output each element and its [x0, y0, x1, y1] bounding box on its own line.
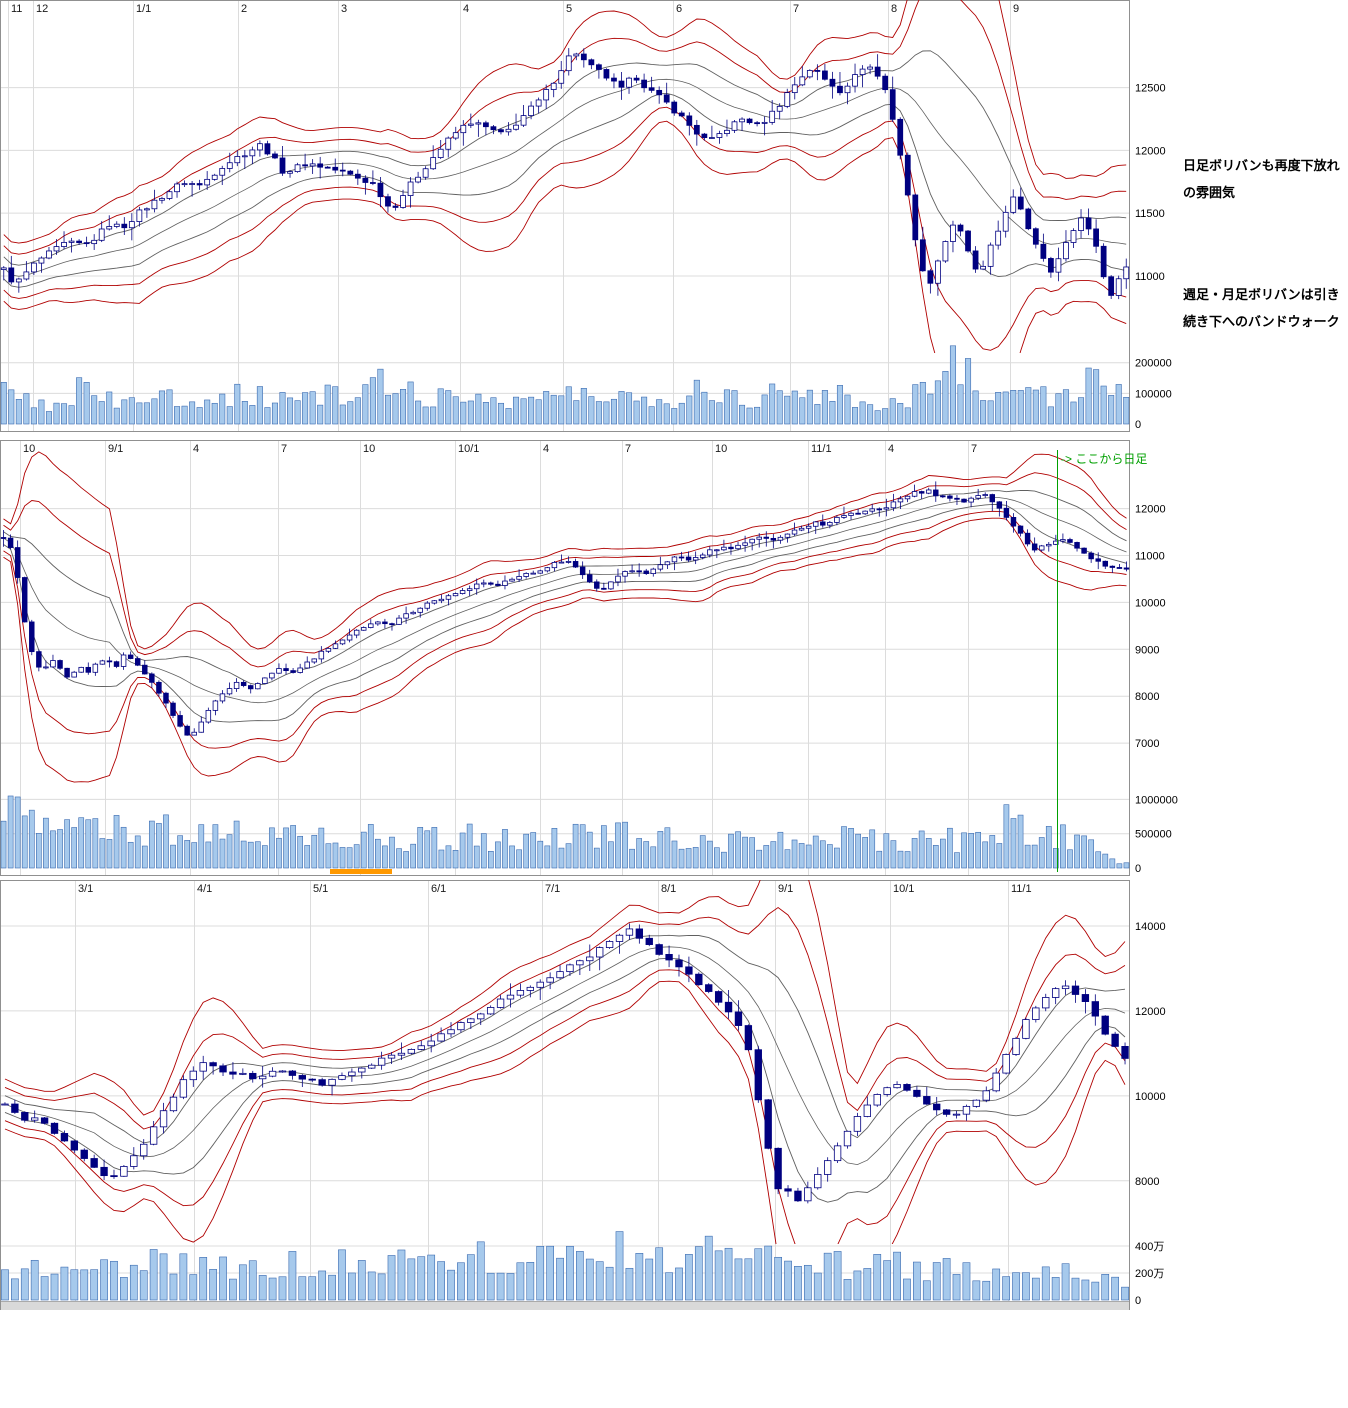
- svg-text:9/1: 9/1: [108, 443, 123, 455]
- svg-text:0: 0: [1135, 1295, 1141, 1307]
- svg-text:8000: 8000: [1135, 691, 1159, 703]
- svg-text:400万: 400万: [1135, 1241, 1164, 1253]
- svg-text:7/1: 7/1: [545, 883, 560, 895]
- svg-text:100000: 100000: [1135, 388, 1172, 400]
- orange-marker: [330, 869, 392, 874]
- svg-text:11: 11: [11, 3, 22, 15]
- horizontal-scrollbar[interactable]: [1, 1301, 1129, 1310]
- svg-text:4/1: 4/1: [197, 883, 212, 895]
- svg-text:7: 7: [793, 3, 799, 15]
- svg-text:7: 7: [625, 443, 631, 455]
- svg-text:3: 3: [341, 3, 347, 15]
- svg-text:10/1: 10/1: [458, 443, 479, 455]
- daily-commentary-line2: の雰囲気: [1183, 185, 1236, 200]
- svg-text:6/1: 6/1: [431, 883, 446, 895]
- svg-text:2: 2: [241, 3, 247, 15]
- svg-text:8/1: 8/1: [661, 883, 676, 895]
- weekly-monthly-commentary-line1: 週足・月足ボリバンは引き: [1183, 287, 1340, 302]
- monthly-chart-panel: 14000 12000 10000 8000 400万 200万 0 3/1 4/1 5/1 6/1…: [0, 880, 1185, 1310]
- svg-text:12500: 12500: [1135, 83, 1166, 95]
- daily-commentary: 日足ボリバンも再度下放れ の雰囲気: [1183, 152, 1340, 206]
- svg-text:0: 0: [1135, 863, 1141, 875]
- svg-text:4: 4: [463, 3, 469, 15]
- daily-commentary-line1: 日足ボリバンも再度下放れ: [1183, 158, 1340, 173]
- svg-text:0: 0: [1135, 419, 1141, 431]
- weekly-chart-panel: 12000 11000 10000 9000 8000 7000 1000000 500000…: [0, 440, 1185, 876]
- svg-text:10: 10: [363, 443, 375, 455]
- svg-text:12000: 12000: [1135, 1006, 1166, 1018]
- svg-text:9000: 9000: [1135, 644, 1159, 656]
- svg-text:11/1: 11/1: [811, 443, 832, 455]
- svg-text:10000: 10000: [1135, 597, 1166, 609]
- weekly-chart-canvas[interactable]: 12000 11000 10000 9000 8000 7000 1000000 500000…: [0, 440, 1185, 876]
- svg-text:12000: 12000: [1135, 145, 1166, 157]
- daily-chart-panel: 12500 12000 11500 11000 200000 100000 0 11 12 1/1…: [0, 0, 1185, 432]
- svg-text:11500: 11500: [1135, 208, 1165, 220]
- svg-text:6: 6: [676, 3, 682, 15]
- svg-text:10/1: 10/1: [893, 883, 914, 895]
- svg-text:5/1: 5/1: [313, 883, 328, 895]
- svg-text:9: 9: [1013, 3, 1019, 15]
- svg-text:11000: 11000: [1135, 271, 1165, 283]
- svg-text:10000: 10000: [1135, 1091, 1166, 1103]
- svg-text:14000: 14000: [1135, 921, 1166, 933]
- svg-text:3/1: 3/1: [78, 883, 93, 895]
- svg-text:11000: 11000: [1135, 551, 1165, 563]
- from-here-daily-label: -> ここから日足: [1061, 452, 1148, 466]
- svg-text:4: 4: [193, 443, 199, 455]
- weekly-monthly-commentary: 週足・月足ボリバンは引き 続き下へのバンドウォーク: [1183, 281, 1340, 335]
- svg-text:10: 10: [715, 443, 727, 455]
- svg-text:4: 4: [888, 443, 894, 455]
- svg-text:9/1: 9/1: [778, 883, 793, 895]
- daily-chart-canvas[interactable]: 12500 12000 11500 11000 200000 100000 0 11 12 1/1…: [0, 0, 1185, 432]
- svg-text:500000: 500000: [1135, 829, 1172, 841]
- svg-text:8000: 8000: [1135, 1176, 1159, 1188]
- svg-text:5: 5: [566, 3, 572, 15]
- weekly-monthly-commentary-line2: 続き下へのバンドウォーク: [1183, 314, 1340, 329]
- svg-text:8: 8: [891, 3, 897, 15]
- svg-text:7: 7: [281, 443, 287, 455]
- svg-text:1000000: 1000000: [1135, 794, 1178, 806]
- svg-text:12: 12: [36, 3, 48, 15]
- svg-text:7: 7: [971, 443, 977, 455]
- svg-text:7000: 7000: [1135, 738, 1159, 750]
- svg-text:200万: 200万: [1135, 1268, 1164, 1280]
- monthly-chart-canvas[interactable]: 14000 12000 10000 8000 400万 200万 0 3/1 4/1 5/1 6/1…: [0, 880, 1185, 1310]
- svg-text:1/1: 1/1: [136, 3, 151, 15]
- svg-text:200000: 200000: [1135, 358, 1172, 370]
- svg-text:10: 10: [23, 443, 35, 455]
- svg-text:12000: 12000: [1135, 504, 1166, 516]
- svg-text:4: 4: [543, 443, 549, 455]
- svg-text:11/1: 11/1: [1011, 883, 1032, 895]
